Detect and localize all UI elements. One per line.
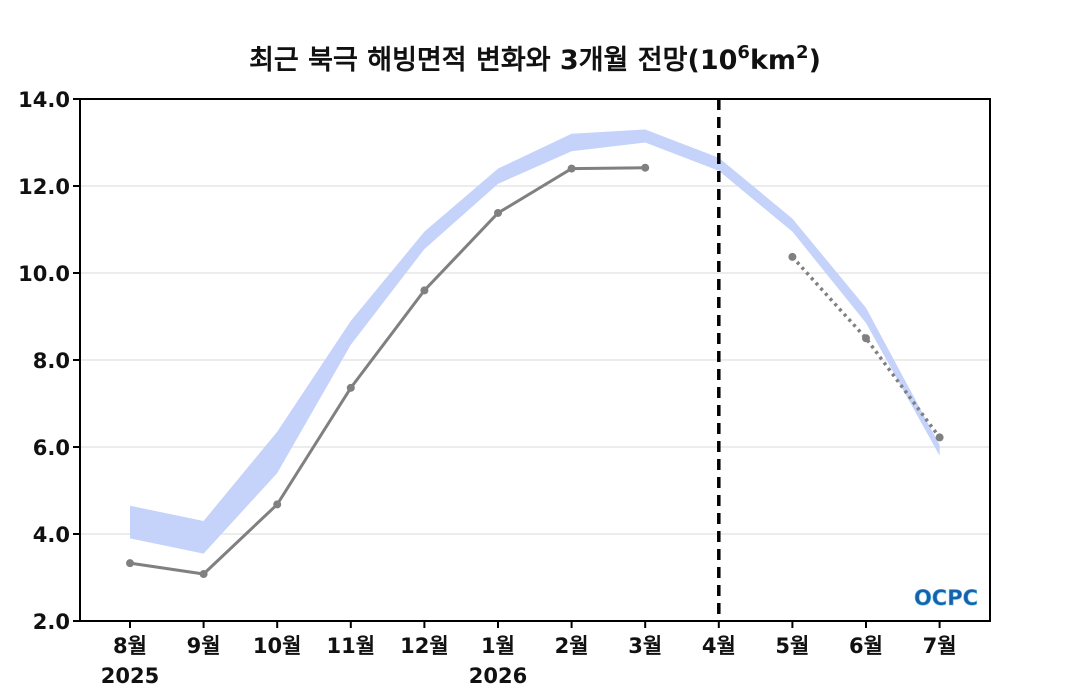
observed-point (273, 500, 282, 509)
forecast-series-line (791, 255, 942, 439)
chart-title: 최근 북극 해빙면적 변화와 3개월 전망(106km2) (249, 42, 821, 76)
forecast-point (788, 252, 797, 261)
ocpc-logo-text: OCPC (914, 586, 978, 610)
x-tick-label: 5월 (775, 634, 809, 658)
x-tick-label: 11월 (327, 634, 376, 658)
observed-series-line (129, 166, 646, 576)
title-unit-exponent: 2 (796, 42, 809, 63)
y-tick-label: 12.0 (18, 175, 70, 199)
x-tick-label: 2월 (555, 634, 589, 658)
x-tick-label: 8월 (113, 634, 147, 658)
series-lines (129, 166, 942, 576)
ocpc-logo: OCPC (914, 586, 979, 611)
observed-point (346, 383, 355, 392)
y-tick-label: 10.0 (18, 262, 70, 286)
x-tick-label: 6월 (849, 634, 883, 658)
year-label: 2026 (469, 664, 527, 688)
x-tick-label: 7월 (923, 634, 957, 658)
grid-lines (80, 185, 990, 535)
x-tick-label: 1월 (481, 634, 515, 658)
forecast-range-band (130, 129, 940, 554)
observed-point (494, 208, 502, 217)
y-tick-label: 2.0 (33, 610, 70, 634)
x-tick-label: 10월 (253, 634, 302, 658)
y-tick-label: 4.0 (33, 523, 70, 547)
observed-point (420, 286, 429, 295)
observed-point (126, 559, 134, 568)
observed-point (567, 164, 576, 173)
title-exponent: 6 (737, 42, 750, 63)
observed-point (199, 570, 208, 579)
x-tick-label: 4월 (702, 634, 736, 658)
x-tick-label: 12월 (400, 634, 449, 658)
x-axis-ticks: 8월 9월 10월 11월 12월 1월 2월 3월 4월 5월 6월 7월 2025 2026 (101, 621, 957, 688)
forecast-point (862, 334, 870, 343)
forecast-range-area (130, 129, 940, 554)
y-axis-ticks: 2.0 4.0 6.0 8.0 10.0 12.0 14.0 (18, 88, 80, 634)
y-tick-label: 6.0 (33, 436, 70, 460)
observed-point (641, 163, 650, 172)
x-tick-label: 3월 (628, 634, 662, 658)
x-tick-label: 9월 (187, 634, 221, 658)
year-label: 2025 (101, 664, 159, 688)
forecast-point (935, 433, 944, 442)
y-tick-label: 8.0 (33, 349, 70, 373)
y-tick-label: 14.0 (18, 88, 70, 112)
series-points (126, 163, 944, 579)
